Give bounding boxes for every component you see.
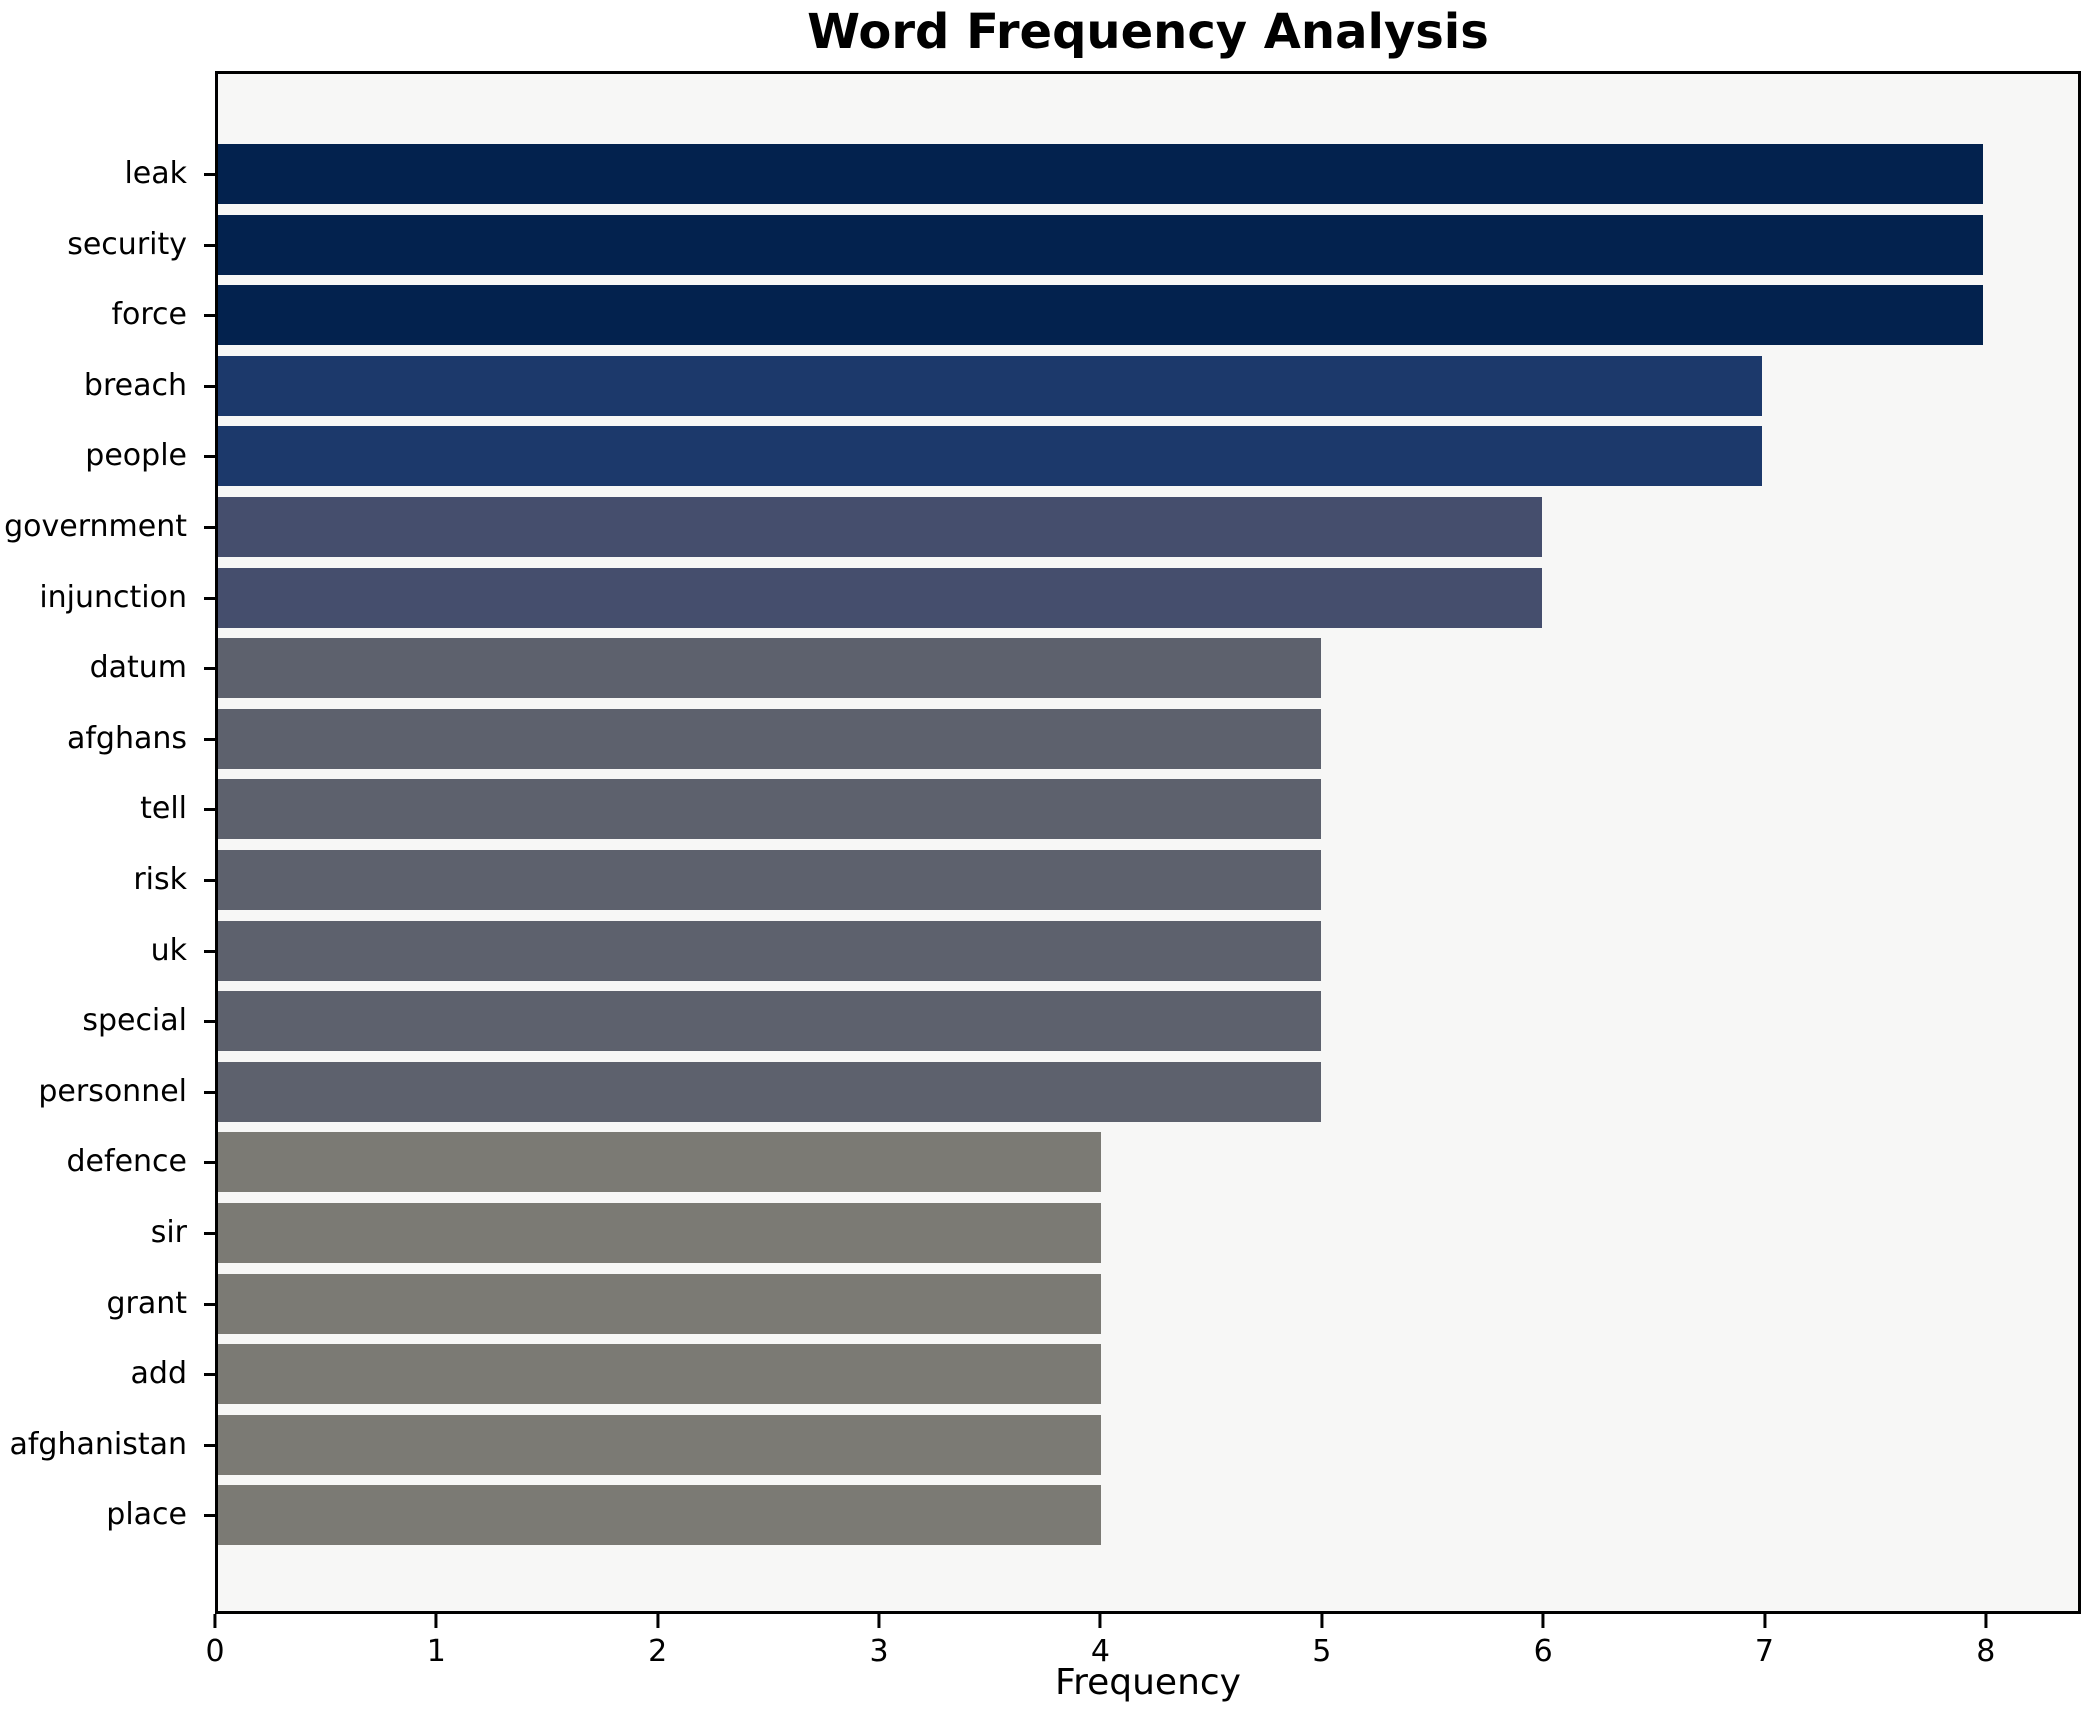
y-tick-label: afghanistan [9, 1426, 187, 1462]
y-tick-label: place [106, 1497, 187, 1533]
y-tick-label: uk [150, 932, 187, 968]
y-tick-label: people [85, 438, 187, 474]
x-tick-mark [1320, 1614, 1324, 1628]
bar-government [218, 497, 1542, 557]
bar-uk [218, 920, 1322, 981]
y-tick-mark [204, 455, 215, 459]
x-axis-ticks: 0 1 2 3 4 5 6 7 8 [205, 1614, 2081, 1694]
x-tick-label: 4 [1090, 1634, 1110, 1669]
bar-add [218, 1344, 1101, 1405]
x-axis-title: Frequency [1055, 1662, 1241, 1703]
y-tick-label: risk [133, 862, 187, 897]
y-tick-label: leak [124, 156, 187, 191]
y-tick-label: grant [106, 1285, 187, 1321]
x-tick-mark [213, 1614, 217, 1628]
bar-defence [218, 1132, 1101, 1193]
y-tick-mark [204, 384, 215, 388]
chart-title: Word Frequency Analysis [807, 4, 1489, 60]
x-tick-label: 0 [205, 1634, 225, 1669]
bar-afghans [218, 708, 1322, 769]
bar-injunction [218, 567, 1542, 628]
y-tick-mark [204, 314, 215, 318]
x-tick: 0 [205, 1614, 225, 1669]
y-tick-mark [204, 1373, 215, 1377]
y-tick-label: datum [89, 650, 187, 686]
y-tick-mark [204, 808, 215, 812]
y-axis-labels: leak security force breach people government i… [0, 74, 215, 1611]
bar-datum [218, 638, 1322, 699]
bar-sir [218, 1203, 1101, 1263]
x-tick-mark [1762, 1614, 1766, 1628]
y-tick-mark [204, 1020, 215, 1024]
x-tick-label: 7 [1754, 1634, 1774, 1669]
x-tick-label: 1 [426, 1634, 446, 1669]
x-tick-mark [1098, 1614, 1102, 1628]
x-tick-mark [656, 1614, 660, 1628]
bar-special [218, 991, 1322, 1052]
y-tick-mark [204, 1090, 215, 1094]
bar-tell [218, 779, 1322, 840]
bar-people [218, 426, 1763, 487]
x-tick: 4 [1091, 1614, 1110, 1669]
y-tick-mark [204, 1161, 215, 1165]
y-tick-label: government [4, 509, 187, 544]
y-tick-mark [204, 1302, 215, 1306]
x-tick-label: 5 [1312, 1634, 1332, 1669]
bar-leak [218, 144, 1984, 204]
y-tick-label: personnel [38, 1073, 187, 1109]
x-tick: 2 [648, 1614, 667, 1669]
y-tick-mark [204, 879, 215, 882]
y-tick-mark [204, 1514, 215, 1518]
bar-afghanistan [218, 1414, 1101, 1475]
y-tick-label: force [111, 297, 187, 333]
y-tick-mark [204, 1232, 215, 1235]
x-tick: 3 [870, 1614, 889, 1669]
x-tick-label: 3 [869, 1634, 889, 1669]
y-tick-label: defence [66, 1144, 187, 1180]
y-tick-label: sir [150, 1215, 187, 1250]
y-tick-label: security [67, 226, 187, 262]
x-tick: 6 [1534, 1614, 1553, 1669]
bar-place [218, 1485, 1101, 1546]
y-tick-mark [204, 173, 215, 176]
x-tick-mark [1541, 1614, 1545, 1628]
x-tick-mark [877, 1614, 881, 1628]
x-tick-label: 8 [1976, 1634, 1996, 1669]
x-tick-label: 2 [648, 1634, 668, 1669]
bar-breach [218, 355, 1763, 416]
bar-grant [218, 1273, 1101, 1334]
y-tick-mark [204, 667, 215, 671]
y-tick-label: afghans [66, 720, 187, 756]
x-tick-label: 6 [1533, 1634, 1553, 1669]
plot-area [215, 71, 2081, 1614]
y-tick-mark [204, 526, 215, 529]
x-tick: 5 [1312, 1614, 1331, 1669]
x-tick: 7 [1755, 1614, 1774, 1669]
x-tick-mark [1984, 1614, 1988, 1628]
y-tick-label: special [82, 1003, 187, 1039]
y-tick-mark [204, 1443, 215, 1447]
y-tick-label: injunction [39, 579, 187, 615]
bar-security [218, 214, 1984, 275]
bars-layer [218, 74, 2078, 1611]
bar-personnel [218, 1061, 1322, 1122]
y-tick-label: add [130, 1356, 187, 1392]
bar-risk [218, 850, 1322, 910]
x-tick: 8 [1976, 1614, 1995, 1669]
x-tick: 1 [427, 1614, 446, 1669]
y-tick-mark [204, 243, 215, 247]
y-tick-mark [204, 596, 215, 600]
y-tick-mark [204, 949, 215, 953]
y-tick-mark [204, 737, 215, 741]
y-tick-label: breach [83, 367, 187, 403]
y-tick-label: tell [140, 791, 187, 827]
x-tick-mark [434, 1614, 438, 1628]
bar-force [218, 285, 1984, 346]
